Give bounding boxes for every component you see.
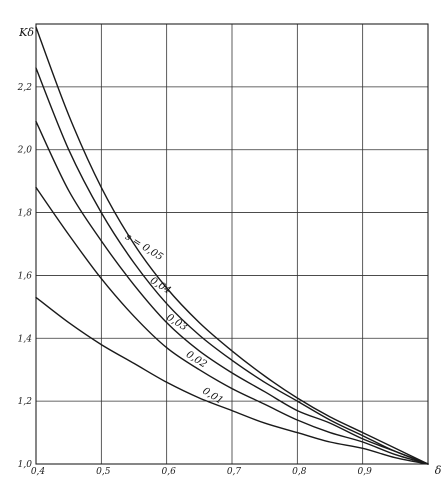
grid [35, 23, 429, 465]
y-tick-label: 1,2 [18, 397, 33, 407]
x-tick-label: 0,5 [96, 467, 111, 477]
tick-labels: 0,4 0,5 0,6 0,7 0,8 0,9 1,0 1,2 1,4 1,6 1,8 2,0 2,2 [17, 83, 372, 477]
x-tick-label: 0,7 [227, 467, 242, 477]
plot-frame [35, 23, 429, 465]
y-tick-label: 2,0 [17, 146, 33, 156]
series-label-2: 0,04 [148, 275, 173, 296]
curves [35, 26, 429, 465]
y-tick-label: 1,6 [18, 271, 33, 281]
series-line-4 [35, 186, 429, 465]
x-tick-label: 0,9 [358, 467, 373, 477]
x-tick-label: 0,4 [31, 467, 46, 477]
series-line-3 [35, 120, 429, 465]
y-tick-label: 1,0 [18, 460, 33, 470]
x-axis-label: δ [435, 464, 442, 477]
y-tick-label: 1,8 [18, 209, 33, 219]
y-tick-label: 2,2 [17, 83, 33, 93]
series-label-3: 0,03 [164, 312, 189, 333]
series-line-5 [35, 296, 429, 465]
curve-labels: s = 0,050,040,030,020,01 [123, 231, 225, 406]
series-line-2 [35, 67, 429, 465]
y-tick-label: 1,4 [18, 334, 33, 344]
series-line-1 [35, 26, 429, 465]
y-axis-label: Kδ [18, 26, 34, 39]
x-tick-label: 0,8 [292, 467, 307, 477]
x-tick-label: 0,6 [162, 467, 177, 477]
